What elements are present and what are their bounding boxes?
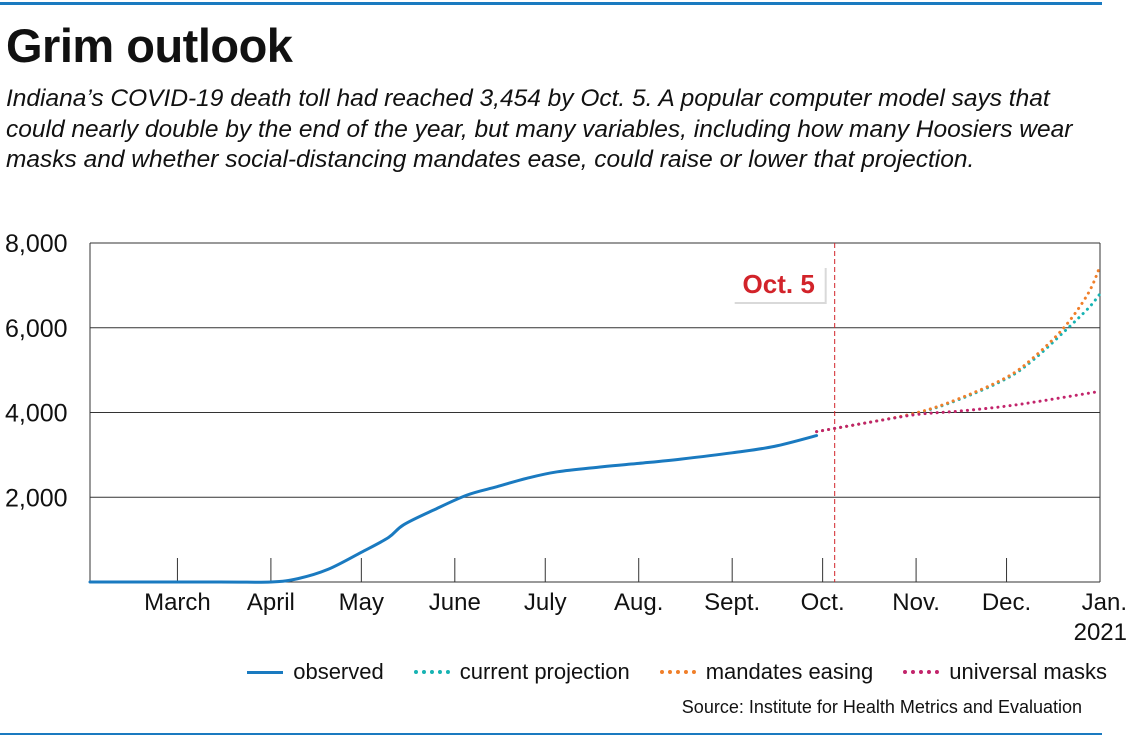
series-mandates-easing — [815, 264, 1102, 434]
legend-label: observed — [293, 659, 384, 684]
x-tick-label: Aug. — [614, 589, 663, 616]
x-tick-label: April — [247, 589, 295, 616]
legend-item-current-projection: current projection — [413, 659, 630, 685]
chart-title: Grim outlook — [6, 19, 293, 72]
source-note: Source: Institute for Health Metrics and… — [681, 697, 1082, 717]
x-tick-label: Oct. — [801, 589, 845, 616]
legend-label: current projection — [459, 659, 630, 684]
chart-legend: observed current projection mandates easin… — [162, 655, 1107, 689]
bottom-rule — [0, 733, 1102, 735]
x-tick-label: May — [339, 589, 384, 616]
x-tick-label: Nov. — [892, 589, 940, 616]
x-tick-label: Dec. — [982, 589, 1031, 616]
series-universal-masks — [815, 389, 1102, 434]
legend-item-universal-masks: universal masks — [903, 659, 1107, 685]
chart-subtitle: Indiana’s COVID-19 death toll had reache… — [6, 85, 1073, 173]
series-observed — [88, 434, 819, 584]
x-tick-label: Jan. — [1082, 589, 1127, 616]
y-tick-label: 2,000 — [5, 484, 68, 512]
legend-swatch — [903, 670, 940, 674]
legend-label: mandates easing — [705, 659, 874, 684]
y-tick-label: 8,000 — [5, 230, 68, 258]
x-tick-label: Sept. — [704, 589, 760, 616]
oct5-label-box — [732, 266, 825, 302]
x-tick-label: July — [524, 589, 567, 616]
legend-swatch — [413, 670, 450, 674]
legend-item-observed: observed — [247, 659, 384, 685]
x-tick-label: June — [429, 589, 481, 616]
legend-swatch — [659, 670, 696, 674]
y-tick-label: 6,000 — [5, 315, 68, 343]
legend-label: universal masks — [949, 659, 1107, 684]
legend-item-mandates-easing: mandates easing — [659, 659, 874, 685]
series-current-projection — [815, 292, 1102, 434]
x-tick-label: 2021 — [1074, 619, 1127, 646]
legend-swatch — [247, 670, 284, 674]
x-tick-label: March — [144, 589, 211, 616]
oct5-label: Oct. 5 — [743, 269, 815, 299]
top-rule — [0, 2, 1102, 5]
y-tick-label: 4,000 — [5, 400, 68, 428]
